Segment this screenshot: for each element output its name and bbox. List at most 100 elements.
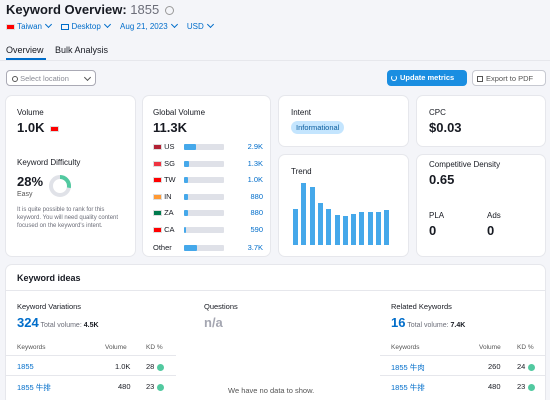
kd-label: Keyword Difficulty (17, 158, 81, 167)
volume-bar-track (184, 245, 224, 251)
volume-bar-fill (184, 210, 188, 216)
volume-bar-track (184, 160, 224, 167)
kd-level: Easy (17, 191, 33, 198)
settings-icon[interactable] (164, 6, 174, 16)
country-flag-icon (153, 160, 162, 167)
tab-overview[interactable]: Overview (6, 45, 44, 55)
questions-empty: We have no data to show. (228, 386, 315, 395)
trend-bar (301, 183, 307, 245)
volume-cell: 1.0K (115, 362, 131, 371)
country-code: TW (163, 175, 176, 184)
keyword-ideas-card: Keyword ideas Keyword Variations 324 Tot… (6, 265, 545, 400)
volume-cell: 260 (488, 362, 501, 371)
country-filter[interactable]: Taiwan (6, 20, 53, 31)
volume-card: Volume 1.0K Keyword Difficulty 28% Easy … (6, 96, 135, 256)
keyword-ideas-title: Keyword ideas (17, 273, 81, 283)
volume-cell: 480 (118, 382, 131, 391)
country-code: Other (153, 243, 172, 252)
kd-dot-icon (157, 383, 165, 391)
cpc-value: $0.03 (429, 120, 462, 135)
keyword-link[interactable]: 1855 (17, 362, 34, 371)
related-label: Related Keywords (391, 302, 452, 311)
currency-filter[interactable]: USD (187, 20, 214, 31)
country-code: CA (164, 224, 175, 234)
tab-bulk-analysis[interactable]: Bulk Analysis (55, 45, 109, 55)
trend-label: Trend (291, 167, 312, 176)
variations-header: Keywords Volume KD % (17, 344, 163, 351)
country-volume[interactable]: 2.9K (247, 142, 263, 151)
country-volume[interactable]: 880 (250, 208, 263, 217)
volume-bar-fill (184, 177, 188, 183)
kd-cell: 23 (517, 382, 526, 391)
tabs-divider (0, 60, 550, 61)
country-volume[interactable]: 1.3K (247, 158, 263, 168)
volume-bar-fill (184, 245, 198, 251)
country-flag-icon (153, 193, 162, 200)
trend-bar (293, 209, 298, 245)
kd-dot-icon (528, 383, 536, 391)
country-volume[interactable]: 1.0K (247, 175, 263, 184)
global-volume-value: 11.3K (153, 120, 187, 135)
country-code: SG (164, 158, 175, 168)
volume-bar-track (184, 210, 224, 216)
trend-bar (317, 203, 323, 245)
kd-dot-icon (528, 363, 536, 371)
chevron-down-icon (83, 73, 92, 82)
kd-ring-chart (49, 175, 71, 197)
page-title: Keyword Overview: 1855 (6, 2, 174, 17)
pla-label: PLA (429, 211, 445, 220)
refresh-icon (391, 75, 397, 82)
location-pin-icon (12, 76, 18, 83)
keyword-link[interactable]: 1855 牛肉 (391, 363, 425, 372)
kd-cell: 28 (146, 362, 155, 371)
global-volume-card: Global Volume 11.3K US 2.9K SG 1.3K TW 1.0K… (143, 96, 270, 256)
variations-header-divider (6, 355, 176, 356)
taiwan-flag-icon (6, 23, 15, 30)
row-divider (380, 375, 545, 376)
country-volume[interactable]: 590 (250, 224, 263, 234)
keyword-link[interactable]: 1855 牛排 (391, 383, 425, 392)
trend-bar (326, 209, 332, 245)
related-summary: 16 Total volume: 7.4K (391, 315, 466, 330)
volume-bar-fill (184, 193, 188, 200)
trend-bar (359, 212, 365, 245)
keyword-link[interactable]: 1855 牛排 (17, 383, 51, 392)
kd-ring-fill (49, 175, 71, 197)
variations-label: Keyword Variations (17, 302, 82, 311)
related-header: Keywords Volume KD % (391, 344, 534, 351)
density-card: Competitive Density 0.65 PLA 0 Ads 0 (417, 155, 545, 256)
global-volume-row: IN 880 (153, 192, 263, 202)
device-filter[interactable]: Desktop (61, 20, 111, 31)
global-volume-row: Other 3.7K (153, 243, 263, 253)
cpc-card: CPC $0.03 (417, 96, 545, 146)
trend-card: Trend (279, 155, 408, 256)
country-code: ZA (164, 208, 174, 217)
volume-bar-track (184, 226, 224, 233)
keyword-text: 1855 (130, 2, 160, 17)
filter-bar: Taiwan Desktop Aug 21, 2023 USD (6, 20, 214, 31)
country-volume[interactable]: 880 (250, 191, 263, 201)
trend-chart (293, 183, 393, 245)
volume-bar-track (184, 193, 224, 200)
density-label: Competitive Density (429, 160, 501, 169)
variations-summary: 324 Total volume: 4.5K (17, 315, 99, 330)
trend-bar (376, 212, 381, 245)
kd-description: It is quite possible to rank for this ke… (17, 207, 119, 229)
trend-bar (351, 214, 357, 245)
taiwan-flag-icon (50, 125, 60, 132)
table-row: 1855 牛排 480 23 (391, 382, 541, 393)
update-metrics-button[interactable]: Update metrics (387, 70, 467, 86)
questions-count: n/a (204, 315, 223, 330)
global-volume-row: US 2.9K (153, 142, 263, 152)
variations-count[interactable]: 324 (17, 315, 39, 330)
global-volume-row: ZA 880 (153, 208, 263, 218)
related-count[interactable]: 16 (391, 315, 406, 330)
volume-cell: 480 (488, 382, 501, 391)
intent-label: Intent (291, 108, 312, 117)
date-filter[interactable]: Aug 21, 2023 (120, 20, 178, 31)
ideas-divider (6, 290, 545, 291)
country-volume[interactable]: 3.7K (247, 243, 263, 252)
export-pdf-button[interactable]: Export to PDF (472, 70, 546, 86)
export-icon (477, 76, 483, 83)
location-select[interactable]: Select location (6, 70, 96, 86)
